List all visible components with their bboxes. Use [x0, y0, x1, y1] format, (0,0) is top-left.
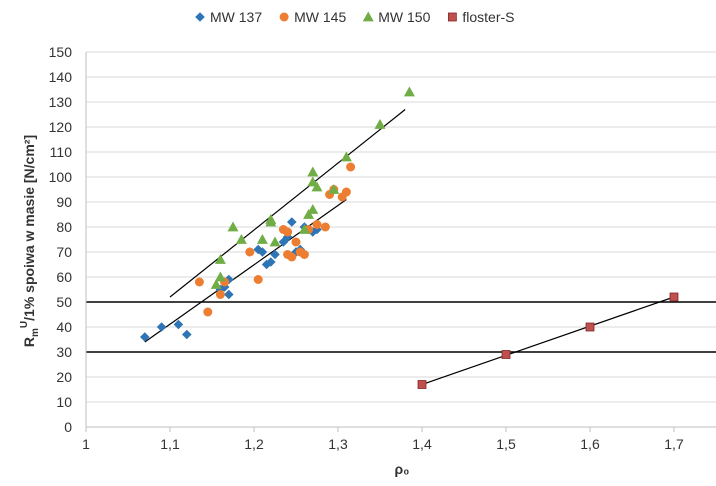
- gridlines: [86, 51, 716, 403]
- point-mw-150: [307, 166, 319, 177]
- point-mw-150: [340, 151, 352, 162]
- y-tick-label: 110: [50, 144, 73, 160]
- point-mw-150: [214, 254, 226, 264]
- point-mw-137: [266, 257, 276, 267]
- point-mw-145: [194, 277, 204, 287]
- reference-lines: [86, 301, 716, 353]
- point-mw-150: [374, 119, 386, 129]
- y-tick-label: 60: [56, 269, 72, 285]
- point-mw-137: [278, 237, 289, 247]
- point-mw-145: [253, 275, 263, 284]
- y-tick-label: 50: [56, 294, 72, 310]
- point-mw-150: [298, 224, 310, 234]
- x-tick-label: 1,6: [580, 436, 600, 452]
- y-tick-label: 100: [49, 169, 73, 185]
- legend-label-mw-145: MW 145: [294, 9, 346, 25]
- point-mw-145: [312, 220, 322, 229]
- y-tick-label: 30: [56, 344, 72, 360]
- x-tick-label: 1,7: [664, 436, 684, 452]
- trendline: [421, 296, 675, 386]
- point-mw-150: [307, 204, 319, 214]
- point-mw-145: [287, 252, 297, 262]
- y-tick-label: 130: [49, 94, 73, 110]
- y-axis-label: RmU/1% spoiwa w masie [N/cm²]: [19, 135, 41, 347]
- point-floster-s: [417, 380, 427, 389]
- point-mw-145: [283, 227, 293, 237]
- point-mw-145: [245, 247, 255, 257]
- point-mw-137: [287, 217, 297, 227]
- x-tick-label: 1,3: [328, 436, 348, 452]
- point-mw-150: [303, 209, 315, 219]
- y-tick-label: 80: [56, 219, 72, 235]
- point-mw-137: [224, 289, 234, 300]
- legend-marker-floster-s: [447, 12, 457, 22]
- legend-marker-mw-137: [195, 12, 205, 22]
- point-mw-150: [328, 184, 340, 194]
- trendlines: [144, 109, 675, 386]
- point-mw-150: [311, 181, 323, 192]
- y-tick-label: 40: [56, 319, 72, 335]
- x-tick-labels: 1 1,1 1,2 1,3 1,4 1,5 1,6 1,7: [82, 427, 684, 452]
- y-tick-label: 150: [49, 44, 73, 60]
- point-mw-137: [156, 322, 167, 332]
- point-mw-137: [270, 249, 280, 260]
- y-tick-labels: 0 10 20 30 40 50 60 70 80 90 100 110 120 130 140 150: [49, 44, 73, 435]
- point-mw-150: [214, 271, 226, 282]
- y-axis-label-main: R: [21, 337, 37, 347]
- point-mw-145: [203, 307, 213, 317]
- point-mw-137: [140, 332, 150, 342]
- point-mw-150: [235, 234, 247, 244]
- x-tick-label: 1,5: [496, 436, 516, 452]
- x-tick-label: 1,1: [160, 436, 180, 452]
- point-mw-150: [265, 214, 277, 224]
- point-floster-s: [669, 292, 679, 302]
- y-axis-label-rest: /1% spoiwa w masie [N/cm²]: [21, 135, 37, 321]
- point-mw-150: [227, 221, 239, 232]
- point-mw-137: [224, 274, 234, 285]
- y-tick-label: 140: [49, 69, 73, 85]
- y-tick-label: 10: [56, 394, 72, 410]
- y-axis-label-sup: U: [19, 321, 30, 328]
- point-mw-137: [173, 319, 184, 330]
- point-mw-137: [257, 247, 268, 257]
- legend-label-mw-150: MW 150: [378, 9, 430, 25]
- x-tick-label: 1,2: [244, 436, 264, 452]
- y-tick-label: 120: [49, 119, 73, 135]
- point-mw-137: [182, 329, 192, 340]
- point-mw-150: [403, 86, 415, 97]
- point-mw-150: [256, 234, 268, 244]
- point-mw-145: [215, 290, 225, 299]
- point-mw-145: [291, 237, 301, 247]
- x-axis-label: ρ₀: [395, 461, 410, 477]
- data-points: [140, 86, 679, 389]
- y-tick-label: 90: [56, 194, 72, 210]
- axes: [85, 52, 716, 428]
- x-tick-label: 1,4: [412, 436, 432, 452]
- trendline: [169, 109, 406, 298]
- point-mw-145: [320, 222, 330, 232]
- legend-marker-mw-145: [279, 12, 289, 22]
- y-tick-label: 20: [56, 369, 72, 385]
- legend-marker-mw-150: [362, 11, 374, 22]
- y-tick-label: 0: [64, 419, 72, 435]
- point-mw-145: [346, 162, 356, 172]
- legend-label-floster-s: floster-S: [462, 9, 514, 25]
- y-axis-label-sub: m: [30, 328, 41, 337]
- x-tick-label: 1: [82, 436, 90, 452]
- point-mw-150: [269, 236, 281, 247]
- point-mw-150: [210, 279, 222, 289]
- point-mw-145: [299, 250, 309, 259]
- point-mw-145: [341, 187, 351, 197]
- y-tick-label: 70: [56, 244, 72, 260]
- point-floster-s: [585, 322, 595, 332]
- legend-label-mw-137: MW 137: [210, 9, 262, 25]
- legend: MW 137 MW 145 MW 150 floster-S: [195, 9, 515, 25]
- point-floster-s: [501, 350, 511, 359]
- point-mw-150: [307, 176, 319, 187]
